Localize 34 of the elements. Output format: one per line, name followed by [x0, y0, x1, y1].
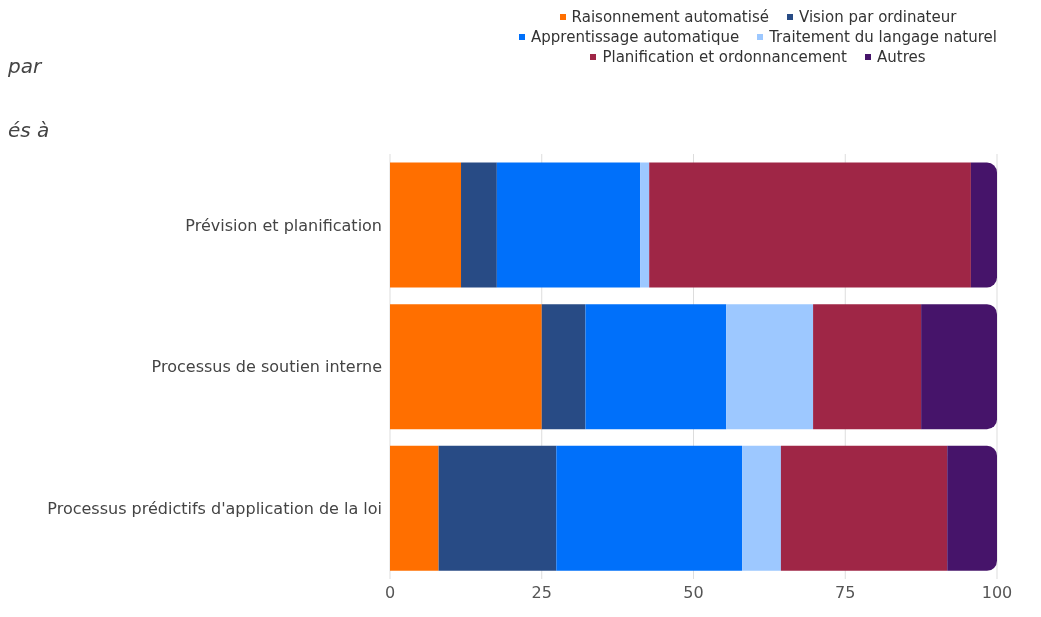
bar [390, 162, 462, 288]
x-tick-label: 100 [981, 583, 1013, 603]
x-tick-label: 50 [683, 583, 704, 603]
legend-label: Vision par ordinateur [797, 8, 957, 26]
bar [390, 304, 542, 430]
bar [541, 304, 586, 430]
legend-label: Traitement du langage naturel [768, 28, 997, 46]
bar [813, 304, 922, 430]
x-tick-label: 75 [835, 583, 856, 603]
bar [649, 162, 971, 288]
bar [742, 445, 781, 571]
bar [461, 162, 497, 288]
bar [947, 445, 997, 571]
legend-label: Planification et ordonnancement [601, 48, 847, 66]
bar [556, 445, 743, 571]
legend-label: Raisonnement automatisé [570, 8, 769, 26]
bar [640, 162, 650, 288]
bar [496, 162, 641, 288]
legend-label: Autres [876, 48, 926, 66]
y-tick-label: Processus prédictifs d'application de la loi [47, 498, 382, 518]
bar [585, 304, 727, 430]
bar [390, 445, 439, 571]
text: par [8, 54, 42, 78]
legend-label: Apprentissage automatique [530, 28, 740, 46]
x-tick-label: 25 [531, 583, 552, 603]
bar [970, 162, 997, 288]
y-tick-label: Processus de soutien interne [151, 357, 382, 377]
bar [921, 304, 997, 430]
text: és à [8, 118, 50, 142]
bar [726, 304, 814, 430]
bar [780, 445, 948, 571]
bar [438, 445, 557, 571]
y-tick-label: Prévision et planification [185, 215, 382, 235]
x-tick-label: 0 [384, 583, 396, 603]
